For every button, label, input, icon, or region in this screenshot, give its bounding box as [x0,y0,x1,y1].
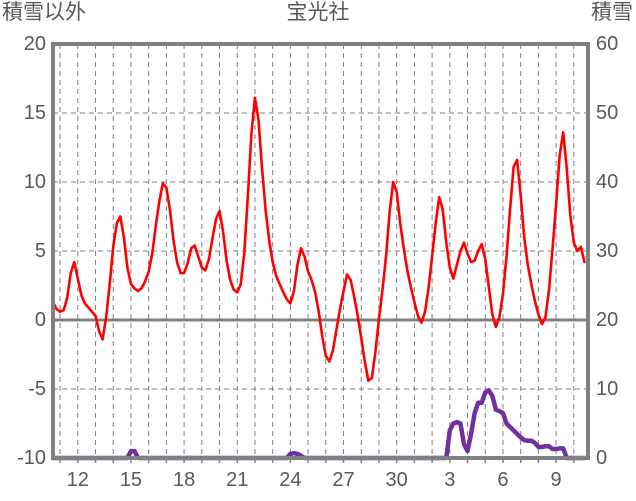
x-axis-tick-label: 30 [385,469,408,491]
y-axis-left-tick-label: 15 [23,102,46,124]
series-line-1 [51,96,586,383]
y-axis-right-tick-label: 60 [596,33,619,55]
y-axis-left-tick-label: -10 [17,447,46,469]
y-axis-right-tick-label: 10 [596,378,619,400]
y-axis-left-tick-label: 5 [34,240,46,262]
x-axis-tick-label: 21 [226,469,249,491]
x-axis-tick-label: 24 [279,469,302,491]
plot-frame [51,42,590,463]
y-axis-left-tick-label: 10 [23,171,46,193]
y-axis-left-tick-label: -5 [28,378,46,400]
x-axis-tick-label: 3 [444,469,456,491]
series-layer [50,96,587,461]
left-axis-title: 積雪以外 [2,1,86,24]
grid-layer [53,44,588,458]
y-axis-left-tick-label: 0 [34,309,46,331]
x-axis-tick-label: 18 [172,469,196,491]
y-axis-right-tick-label: 50 [596,102,619,124]
right-axis-title: 積雪 [591,1,633,24]
x-axis-tick-label: 9 [550,469,562,491]
y-axis-right-tick-label: 30 [596,240,619,262]
plot-border [51,42,590,460]
y-axis-right-tick-label: 0 [596,447,608,469]
x-axis-tick-label: 12 [66,469,89,491]
x-axis-tick-label: 6 [497,469,509,491]
series-line-2 [50,388,587,461]
y-axis-right-tick-label: 20 [596,309,619,331]
y-axis-left-tick-label: 20 [23,33,46,55]
x-axis-tick-label: 15 [119,469,143,491]
y-axis-right-tick-label: 40 [596,171,619,193]
x-axis-tick-label: 27 [332,469,355,491]
chart-title: 宝光社 [286,1,350,24]
